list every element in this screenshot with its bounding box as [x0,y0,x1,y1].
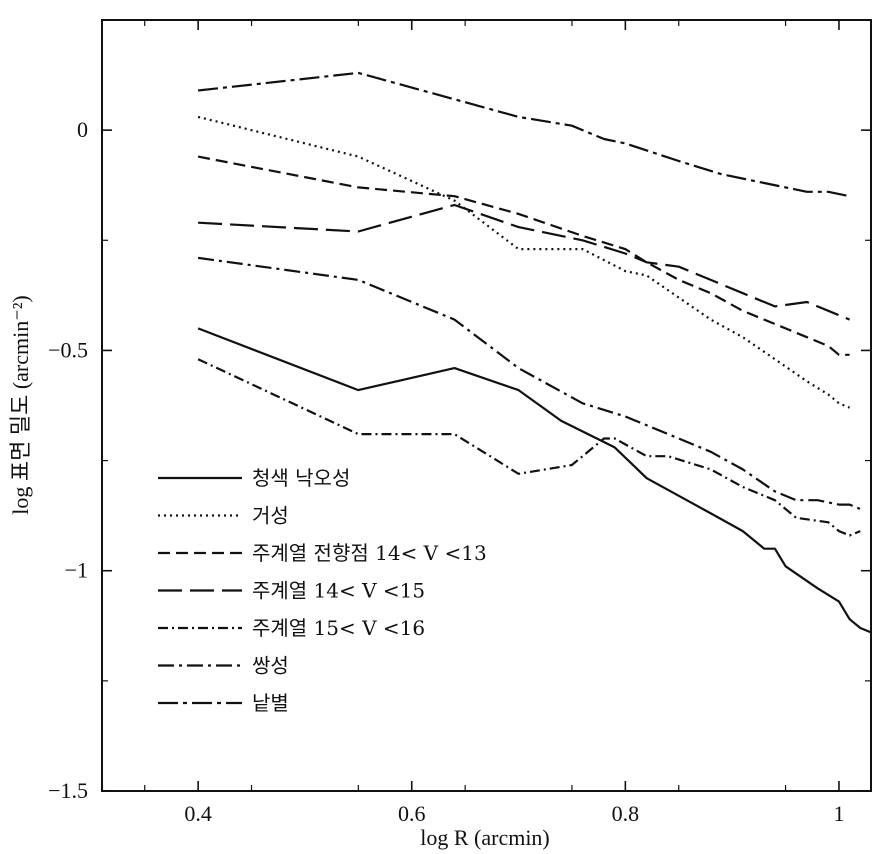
tick-labels: 0.4 0.6 0.8 1 0 −0.5 −1 −1.5 [48,117,844,826]
series-line-2 [197,115,851,409]
y-tick-label: −0.5 [48,337,88,362]
series-line-7 [197,71,850,198]
legend-label-3: 주계열 전향점 14< V <13 [252,541,487,565]
y-tick-label: −1.5 [48,778,88,803]
x-tick-label: 1 [833,801,844,826]
y-axis-label: log 표면 밀도 (arcmin⁻²) [8,295,33,515]
legend-label-5: 주계열 15< V <16 [252,616,425,640]
x-tick-label: 0.4 [184,801,212,826]
legend-label-4: 주계열 14< V <15 [252,579,425,603]
legend-label-6: 쌍성 [252,654,289,678]
x-axis-label: log R (arcmin) [420,825,550,850]
series-line-3 [197,155,850,356]
series-line-5 [197,358,861,537]
y-tick-label: 0 [77,117,88,142]
y-tick-label: −1 [65,558,88,583]
series-lines [197,71,872,634]
plot-frame [101,19,872,792]
series-line-4 [198,203,851,321]
legend-label-1: 청색 낙오성 [252,466,350,490]
series-line-6 [197,256,861,511]
x-tick-label: 0.6 [398,801,426,826]
legend-label-7: 낱별 [252,691,289,715]
axis-ticks [102,19,871,792]
legend-label-2: 거성 [252,504,289,528]
series-line-1 [197,327,872,634]
x-tick-label: 0.8 [612,801,640,826]
